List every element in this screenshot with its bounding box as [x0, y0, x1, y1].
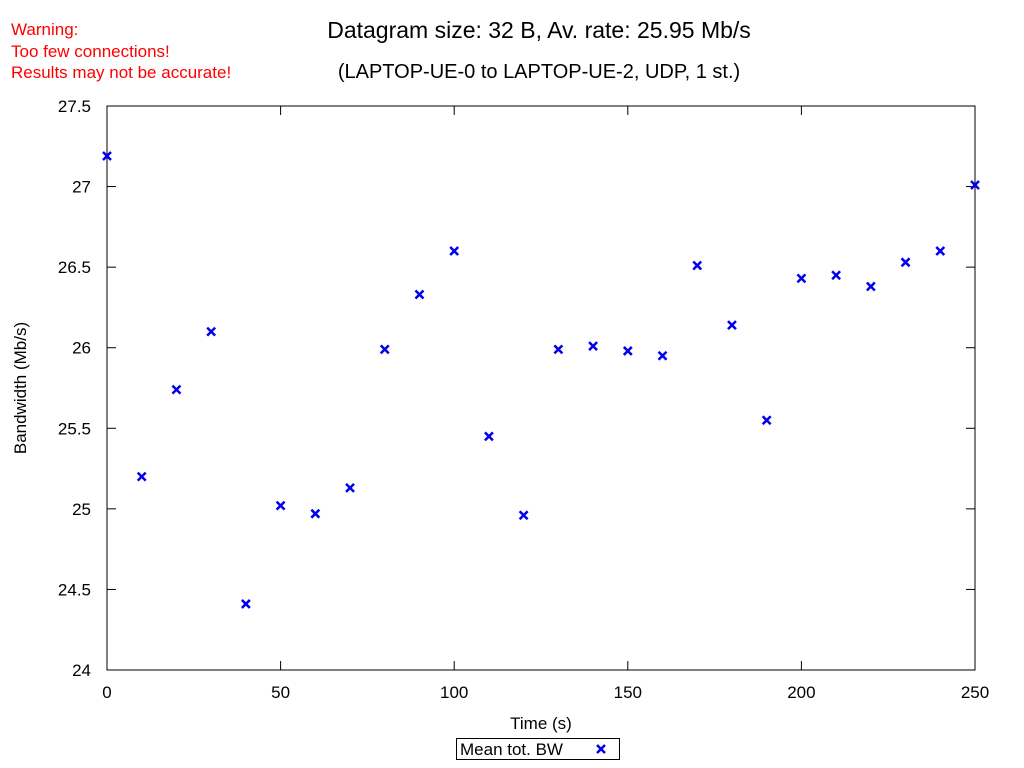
data-point [935, 246, 946, 256]
x-tick-label: 50 [271, 683, 290, 702]
y-tick-label: 24 [72, 661, 91, 680]
data-point [692, 260, 703, 271]
y-tick-label: 26.5 [58, 258, 91, 277]
legend-label: Mean tot. BW [460, 740, 563, 759]
y-tick-label: 25.5 [58, 419, 91, 438]
y-tick-label: 27.5 [58, 97, 91, 116]
data-point [900, 257, 911, 268]
data-point [275, 500, 286, 511]
y-tick-label: 26 [72, 339, 91, 358]
y-tick-label: 27 [72, 178, 91, 197]
data-point [171, 384, 182, 395]
data-point [657, 350, 668, 361]
data-point [518, 510, 529, 521]
warning-few-connections: Too few connections! [11, 42, 170, 61]
x-tick-label: 100 [440, 683, 468, 702]
warning-inaccurate: Results may not be accurate! [11, 63, 232, 82]
legend: Mean tot. BW [456, 738, 620, 760]
data-point [622, 346, 633, 356]
x-tick-label: 250 [961, 683, 989, 702]
data-point [865, 281, 876, 292]
y-tick-label: 24.5 [58, 580, 91, 599]
data-point [484, 431, 494, 442]
data-point [345, 483, 355, 493]
data-point [449, 246, 460, 256]
data-point [970, 180, 980, 190]
x-axis-label: Time (s) [510, 714, 572, 733]
warning-heading: Warning: [11, 20, 79, 39]
data-point [379, 344, 390, 355]
data-point [102, 151, 112, 161]
x-tick-label: 200 [787, 683, 815, 702]
y-axis-label: Bandwidth (Mb/s) [11, 322, 30, 454]
data-point [761, 415, 772, 426]
data-point [727, 320, 737, 331]
chart-title: Datagram size: 32 B, Av. rate: 25.95 Mb/… [327, 17, 751, 43]
x-tick-label: 0 [102, 683, 111, 702]
data-point [206, 326, 217, 337]
data-point [553, 344, 564, 355]
data-point [310, 508, 321, 519]
x-tick-label: 150 [614, 683, 642, 702]
legend-x-marker-icon [596, 744, 606, 754]
data-point [831, 270, 842, 281]
data-point [796, 273, 807, 284]
data-point [136, 471, 147, 482]
plot-frame [106, 105, 976, 671]
data-point [240, 599, 251, 609]
data-point [414, 289, 425, 300]
data-point [588, 341, 598, 351]
y-tick-label: 25 [72, 500, 91, 519]
chart-subtitle: (LAPTOP-UE-0 to LAPTOP-UE-2, UDP, 1 st.) [337, 61, 741, 83]
